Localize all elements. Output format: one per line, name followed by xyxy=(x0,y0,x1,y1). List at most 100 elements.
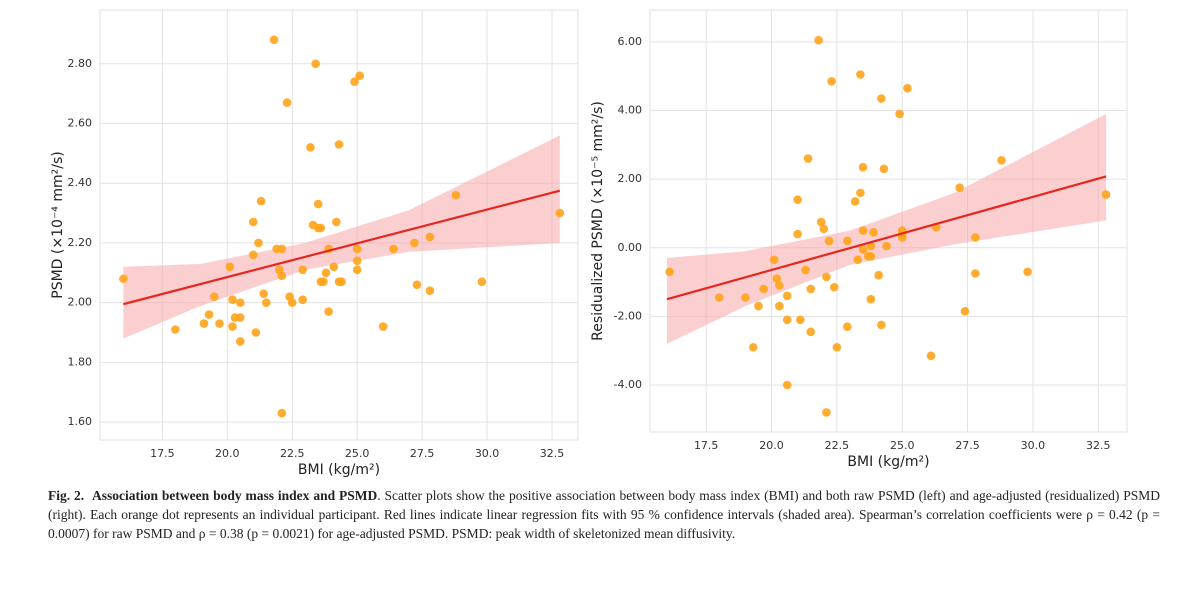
y-tick-label: 2.80 xyxy=(68,57,93,70)
data-point xyxy=(355,71,365,80)
data-point xyxy=(277,271,287,281)
data-point xyxy=(814,35,823,45)
data-point xyxy=(228,322,237,331)
data-point xyxy=(806,284,816,294)
data-point xyxy=(350,77,359,86)
data-point xyxy=(235,337,245,346)
data-point xyxy=(858,162,868,172)
data-point xyxy=(210,292,219,301)
data-point xyxy=(853,255,863,265)
data-point xyxy=(332,217,341,227)
data-point xyxy=(119,274,128,284)
x-tick-label: 17.5 xyxy=(150,447,175,460)
data-point xyxy=(754,301,763,311)
data-point xyxy=(960,306,970,316)
data-point xyxy=(793,229,802,239)
data-point xyxy=(832,342,842,352)
y-axis-title: Residualized PSMD (×10⁻⁵ mm²/s) xyxy=(590,101,606,341)
data-point xyxy=(225,262,235,272)
data-point xyxy=(829,282,839,292)
data-point xyxy=(451,190,461,200)
data-point xyxy=(955,183,965,193)
data-point xyxy=(769,255,779,265)
data-point xyxy=(1101,190,1111,199)
data-point xyxy=(869,228,878,237)
data-point xyxy=(822,272,831,282)
data-point xyxy=(199,319,209,328)
y-tick-label: 2.00 xyxy=(618,172,643,185)
y-tick-label: 2.40 xyxy=(68,176,93,189)
data-point xyxy=(824,236,834,246)
data-point xyxy=(352,244,362,254)
x-axis-title: BMI (kg/m²) xyxy=(298,462,380,478)
x-tick-label: 22.5 xyxy=(280,447,305,460)
caption-label: Fig. 2. xyxy=(48,488,85,503)
x-tick-label: 20.0 xyxy=(759,439,784,452)
data-point xyxy=(1023,267,1032,277)
data-point xyxy=(251,328,261,337)
data-point xyxy=(352,265,362,275)
data-point xyxy=(248,217,258,227)
data-point xyxy=(806,327,816,337)
y-tick-label: 4.00 xyxy=(618,104,643,117)
data-point xyxy=(235,313,245,322)
data-point xyxy=(256,196,266,206)
y-tick-label: 2.60 xyxy=(68,116,93,129)
data-point xyxy=(311,59,320,69)
x-tick-label: 30.0 xyxy=(1021,439,1046,452)
data-point xyxy=(378,322,388,331)
data-point xyxy=(298,265,307,275)
y-tick-label: 2.20 xyxy=(68,236,93,249)
regression-line xyxy=(666,175,1107,301)
data-point xyxy=(856,70,865,79)
data-point xyxy=(782,380,792,390)
data-point xyxy=(306,143,315,152)
x-tick-label: 27.5 xyxy=(410,447,435,460)
data-point xyxy=(477,277,487,287)
data-point xyxy=(215,319,224,328)
x-tick-label: 25.0 xyxy=(345,447,370,460)
data-point xyxy=(316,223,326,233)
data-point xyxy=(171,325,180,334)
data-point xyxy=(665,267,674,277)
data-point xyxy=(877,320,886,330)
data-point xyxy=(321,268,331,278)
data-point xyxy=(819,224,829,234)
data-point xyxy=(259,289,268,298)
y-tick-label: -4.00 xyxy=(614,378,642,391)
data-point xyxy=(412,280,422,290)
data-point xyxy=(269,35,279,45)
x-tick-label: 32.5 xyxy=(1086,439,1111,452)
data-point xyxy=(903,83,912,93)
data-point xyxy=(389,244,398,254)
data-point xyxy=(850,197,860,206)
data-point xyxy=(858,226,868,235)
data-point xyxy=(248,250,258,260)
y-axis-title: PSMD (×10⁻⁴ mm²/s) xyxy=(50,151,66,298)
data-point xyxy=(971,233,980,242)
data-point xyxy=(843,236,852,246)
y-tick-label: -2.00 xyxy=(614,309,642,322)
data-point xyxy=(425,286,435,295)
data-point xyxy=(882,241,891,251)
data-point xyxy=(997,155,1006,165)
data-point xyxy=(866,294,876,304)
y-tick-label: 1.60 xyxy=(68,415,93,428)
data-point xyxy=(313,199,323,209)
caption-title: Association between body mass index and … xyxy=(92,488,378,503)
data-point xyxy=(866,252,876,261)
data-point xyxy=(204,310,214,319)
data-point xyxy=(254,238,263,248)
data-point xyxy=(775,281,784,290)
data-point xyxy=(775,301,784,311)
y-tick-label: 6.00 xyxy=(618,35,643,48)
x-tick-label: 30.0 xyxy=(475,447,500,460)
data-point xyxy=(801,265,810,275)
data-point xyxy=(228,295,237,304)
data-point xyxy=(879,164,889,174)
data-point xyxy=(782,291,792,301)
x-tick-label: 17.5 xyxy=(694,439,719,452)
x-tick-label: 32.5 xyxy=(540,447,565,460)
y-tick-label: 0.00 xyxy=(618,241,643,254)
